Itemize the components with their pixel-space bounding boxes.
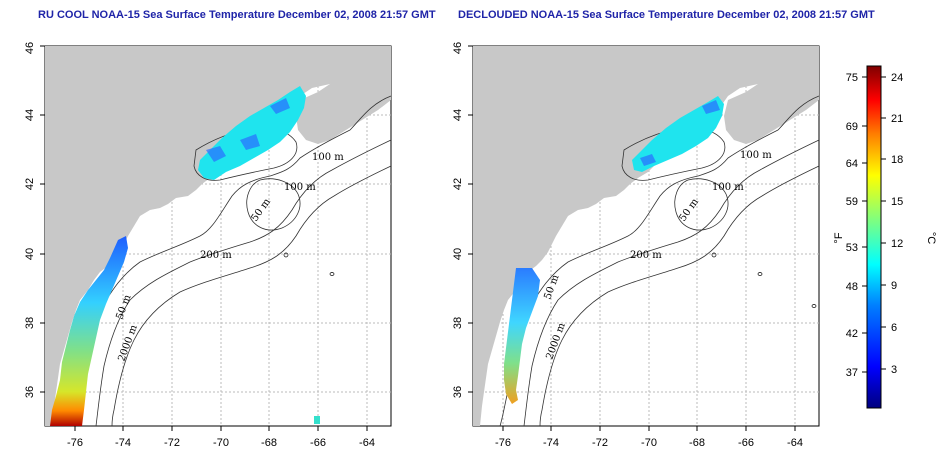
right-nova-scotia [724, 58, 819, 144]
left-lat-tick: 36 [24, 386, 36, 398]
right-lon-axis: -76 -74 -72 -70 -68 -66 -64 [495, 437, 803, 449]
left-lat-tick: 40 [24, 248, 36, 260]
right-lon-tick: -68 [689, 437, 705, 449]
right-lon-tick: -66 [738, 437, 754, 449]
right-lat-tick: 38 [452, 317, 464, 329]
colorbar-celsius-label: °C [925, 232, 937, 244]
right-sst-coastal [504, 268, 540, 404]
right-lat-tick: 46 [452, 42, 464, 54]
colorbar-f-tick: 69 [846, 121, 858, 133]
right-lon-tick: -72 [592, 437, 608, 449]
left-lon-tick: -76 [67, 437, 83, 449]
left-contour-label: 100 m [284, 182, 316, 193]
colorbar: 75 69 64 59 53 48 42 37 24 21 18 15 12 9… [833, 65, 937, 409]
right-lat-tick: 36 [452, 386, 464, 398]
right-contour-label: 200 m [630, 250, 662, 261]
left-map-frame: 100 m 100 m 50 m 200 m 50 m 2000 m 36 38… [24, 42, 392, 449]
right-small-features [711, 252, 817, 308]
right-lon-tick: -64 [787, 437, 803, 449]
colorbar-gradient [866, 65, 882, 409]
left-lon-tick: -72 [164, 437, 180, 449]
left-lat-tick: 42 [24, 178, 36, 190]
colorbar-f-tick: 53 [846, 242, 858, 254]
colorbar-c-tick: 9 [891, 280, 897, 292]
right-land [473, 46, 819, 426]
left-sst-blue-patches [206, 98, 290, 162]
left-lat-tick: 38 [24, 317, 36, 329]
colorbar-c-tick: 3 [891, 364, 897, 376]
right-lon-tick: -70 [641, 437, 657, 449]
colorbar-c-tick: 15 [891, 196, 903, 208]
colorbar-ticks [862, 76, 886, 373]
colorbar-f-tick: 42 [846, 328, 858, 340]
right-lat-tick: 42 [452, 178, 464, 190]
left-sst-coastal [50, 236, 128, 426]
right-sst-gulf-of-maine [632, 96, 724, 172]
left-panel-title: RU COOL NOAA-15 Sea Surface Temperature … [38, 9, 436, 21]
left-lat-tick: 46 [24, 42, 36, 54]
right-sst-blue-patches [640, 100, 720, 166]
right-contour-label: 100 m [712, 182, 744, 193]
left-lon-tick: -68 [261, 437, 277, 449]
colorbar-f-tick: 64 [846, 158, 858, 170]
left-lat-axis: 36 38 40 42 44 46 [24, 42, 36, 398]
right-lat-tick: 40 [452, 248, 464, 260]
left-lon-tick: -64 [359, 437, 375, 449]
left-contour-label: 200 m [200, 250, 232, 261]
right-lon-tick: -74 [543, 437, 559, 449]
left-lon-axis: -76 -74 -72 -70 -68 -66 -64 [67, 437, 375, 449]
left-contour-label: 100 m [312, 152, 344, 163]
colorbar-f-tick: 37 [846, 367, 858, 379]
right-tick-marks [468, 45, 796, 431]
left-lon-tick: -66 [310, 437, 326, 449]
right-contour-label: 100 m [740, 150, 772, 161]
colorbar-c-tick: 12 [891, 238, 903, 250]
colorbar-f-tick: 48 [846, 281, 858, 293]
left-small-features [283, 252, 335, 424]
left-lon-tick: -70 [213, 437, 229, 449]
right-panel-title: DECLOUDED NOAA-15 Sea Surface Temperatur… [458, 9, 875, 21]
right-map-frame: 100 m 100 m 50 m 200 m 50 m 2000 m 36 38… [452, 42, 820, 449]
left-tick-marks [40, 45, 368, 431]
right-lat-tick: 44 [452, 109, 464, 121]
left-land [45, 46, 391, 426]
colorbar-c-tick: 6 [891, 322, 897, 334]
left-lon-tick: -74 [115, 437, 131, 449]
colorbar-f-tick: 59 [846, 196, 858, 208]
colorbar-c-tick: 24 [891, 72, 903, 84]
colorbar-fahrenheit-label: °F [833, 232, 845, 243]
colorbar-c-tick: 21 [891, 113, 903, 125]
right-lat-axis: 36 38 40 42 44 46 [452, 42, 464, 398]
colorbar-c-tick: 18 [891, 154, 903, 166]
right-lon-tick: -76 [495, 437, 511, 449]
left-nova-scotia [296, 58, 391, 144]
colorbar-f-tick: 75 [846, 72, 858, 84]
left-lat-tick: 44 [24, 109, 36, 121]
